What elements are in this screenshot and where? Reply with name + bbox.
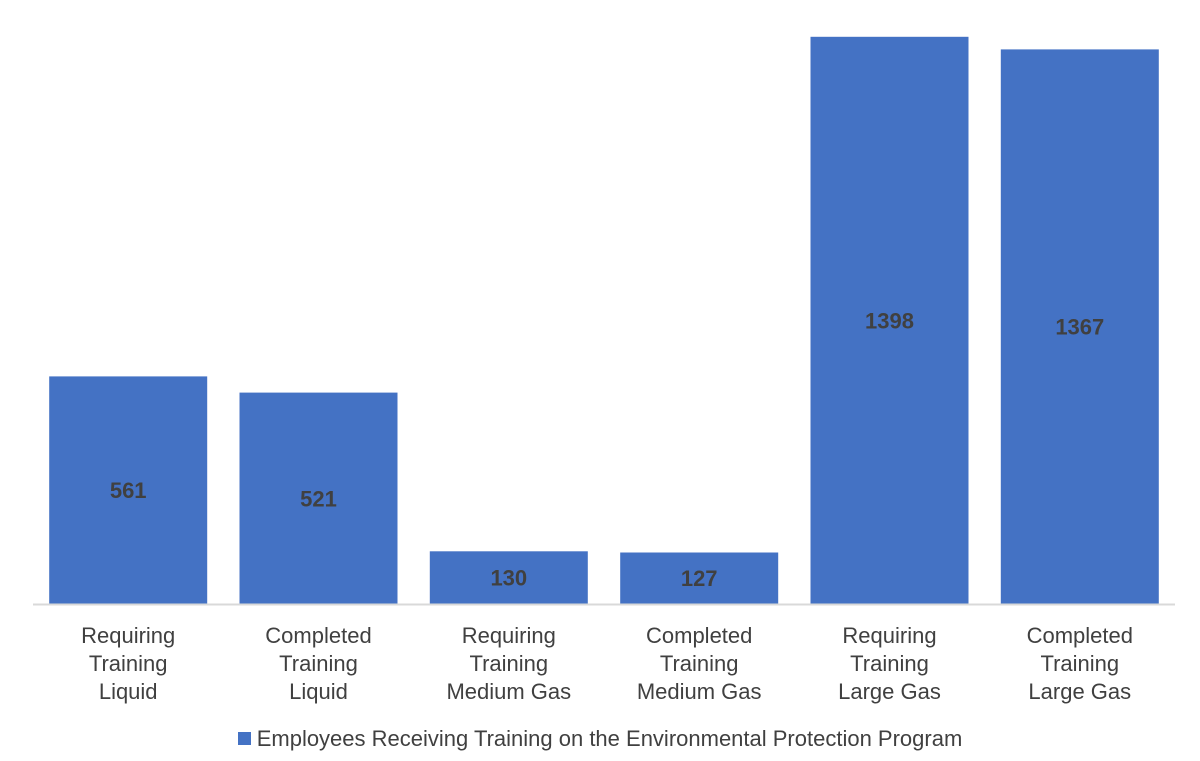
x-tick-label-2-line-1: Completed [265,623,371,648]
x-tick-labels-group: Requiring Training Liquid Completed Training… [81,623,1133,704]
x-tick-label-3-line-1: Requiring [462,623,556,648]
bar-chart: 561 521 130 127 1398 1367 Requiring Training Li… [33,36,1175,704]
legend: Employees Receiving Training on the Envi… [0,726,1200,752]
value-labels-group: 561 521 130 127 1398 1367 [110,308,1104,591]
x-tick-label-1-line-2: Training [89,651,168,676]
x-tick-label-6-line-3: Large Gas [1028,679,1131,704]
data-label-6: 1367 [1055,315,1104,340]
x-tick-label-5-line-1: Requiring [842,623,936,648]
bar-4 [620,552,779,604]
x-tick-label-2-line-3: Liquid [289,679,348,704]
bar-1 [49,376,208,604]
x-tick-label-1-line-1: Requiring [81,623,175,648]
data-label-4: 127 [681,566,718,591]
x-tick-label-4-line-3: Medium Gas [637,679,762,704]
bars-group [49,36,1159,605]
bar-3 [429,551,588,604]
legend-swatch-icon [237,732,251,745]
data-label-3: 130 [490,566,527,591]
bar-2 [239,392,398,604]
x-tick-label-3-line-2: Training [469,651,548,676]
x-tick-label-6-line-2: Training [1040,651,1119,676]
x-tick-label-2-line-2: Training [279,651,358,676]
bar-6 [1000,49,1159,604]
x-tick-label-6-line-1: Completed [1027,623,1133,648]
legend-label: Employees Receiving Training on the Envi… [256,726,963,751]
x-tick-label-4-line-2: Training [660,651,739,676]
x-tick-label-3-line-3: Medium Gas [446,679,571,704]
x-tick-label-4-line-1: Completed [646,623,752,648]
data-label-1: 561 [110,478,147,503]
x-tick-label-1-line-3: Liquid [99,679,158,704]
x-tick-label-5-line-2: Training [850,651,929,676]
bar-5 [810,36,969,605]
x-tick-label-5-line-3: Large Gas [838,679,941,704]
data-label-2: 521 [300,486,337,511]
data-label-5: 1398 [865,308,914,333]
